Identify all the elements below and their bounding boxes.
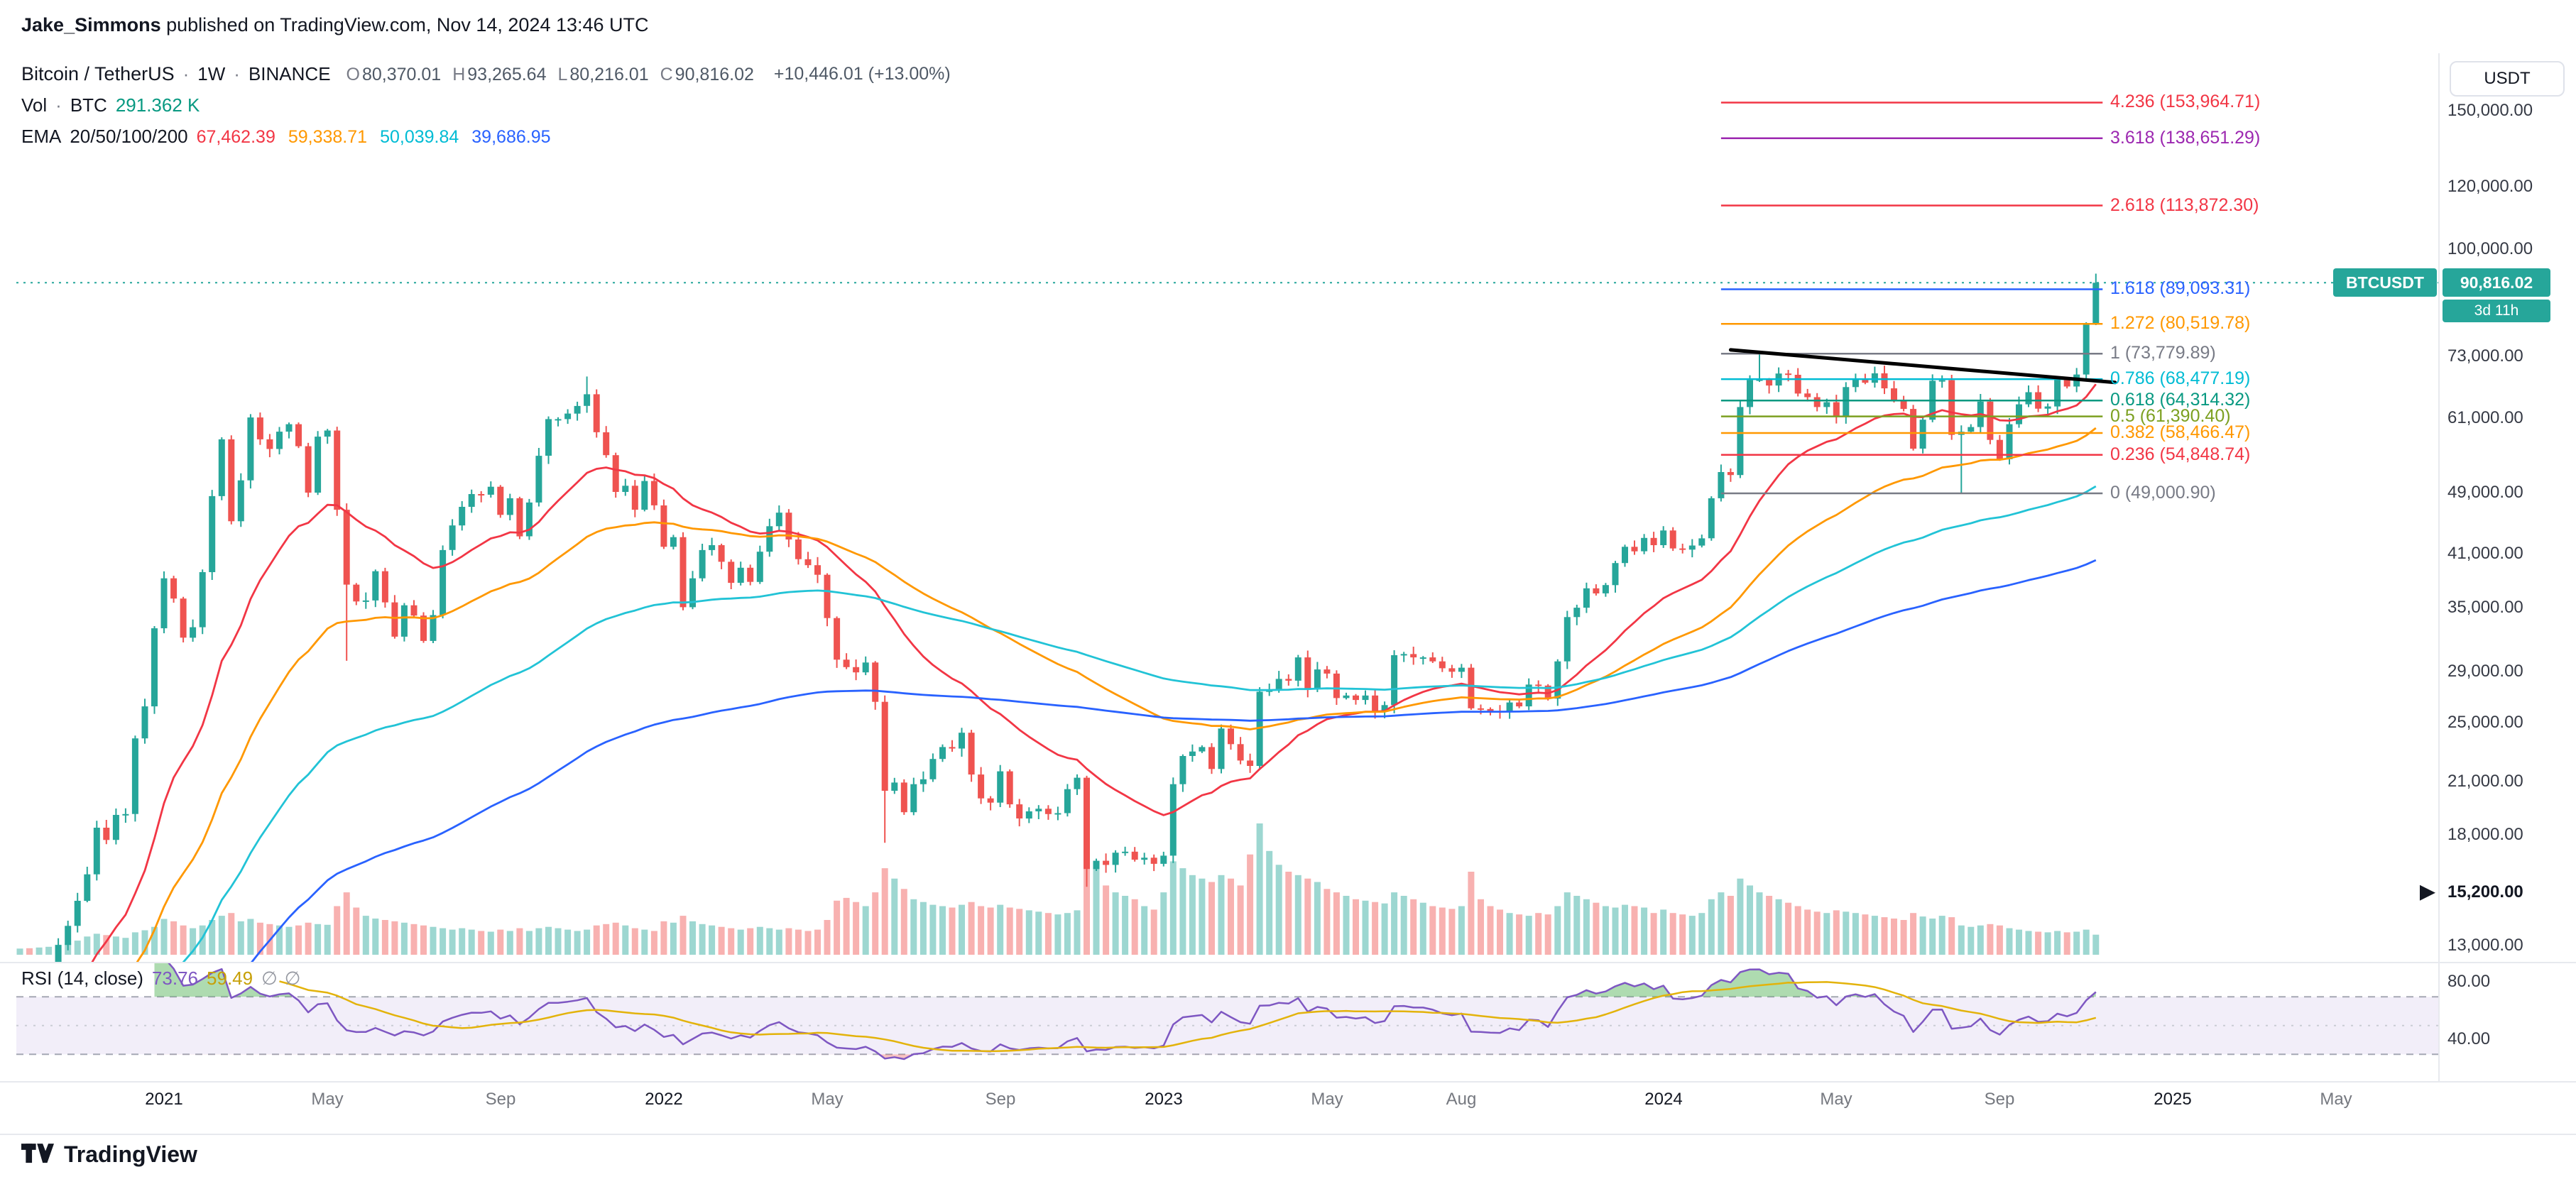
hidden-plot-icon: ∅ [284, 967, 301, 989]
volume-value: 291.362 K [115, 94, 200, 116]
rsi-label: RSI (14, close) [21, 967, 143, 989]
bar-countdown-badge: 3d 11h [2443, 300, 2550, 323]
ema-values: 67,462.39 59,338.71 50,039.84 39,686.95 [197, 126, 564, 148]
ema-periods: 20/50/100/200 [70, 125, 188, 147]
ohlc-pair: L 80,216.01 [557, 64, 649, 84]
time-axis-separator [0, 1081, 2576, 1083]
symbol-price-badge: BTCUSDT [2333, 268, 2437, 297]
publish-info: published on TradingView.com, Nov 14, 20… [160, 14, 649, 35]
rsi-legend: RSI (14, close) 73.76 59.49 ∅ ∅ [21, 964, 316, 992]
change-value: +10,446.01 (+13.00%) [773, 63, 951, 84]
volume-label: Vol [21, 94, 48, 116]
hidden-plot-icon: ∅ [261, 967, 278, 989]
pane-separator[interactable] [0, 962, 2576, 963]
last-price-badge: 90,816.02 [2443, 268, 2550, 297]
hidden-plot-icons: ∅ ∅ [261, 968, 307, 990]
tradingview-logo-icon [21, 1143, 54, 1163]
ema-label: EMA [21, 125, 62, 147]
separator-dot: · [182, 62, 190, 84]
ema-row: EMA 20/50/100/200 67,462.39 59,338.71 50,0… [21, 121, 959, 152]
symbol-row: Bitcoin / TetherUS · 1W · BINANCE O 80,37… [21, 58, 959, 89]
tradingview-logo-text: TradingView [64, 1141, 197, 1167]
rsi-row: RSI (14, close) 73.76 59.49 ∅ ∅ [21, 964, 316, 992]
ema-value: 39,686.95 [471, 126, 551, 147]
currency-toggle-button[interactable]: USDT [2450, 61, 2565, 97]
price-axis-separator [2438, 53, 2440, 1081]
author-name: Jake_Simmons [21, 14, 161, 35]
ema-value: 50,039.84 [380, 126, 459, 147]
separator-dot: · [55, 94, 62, 116]
rsi-value: 73.76 [151, 967, 199, 989]
ohlc-values: O 80,370.01 H 93,265.64 L 80,216.01 C 90,816.02 [346, 63, 765, 85]
volume-currency: BTC [70, 94, 107, 116]
interval-label[interactable]: 1W [197, 62, 226, 84]
exchange-label: BINANCE [248, 62, 331, 84]
publish-header: Jake_Simmons published on TradingView.co… [21, 14, 649, 36]
symbol-title[interactable]: Bitcoin / TetherUS [21, 62, 175, 84]
ema-value: 59,338.71 [288, 126, 368, 147]
chart-legend: Bitcoin / TetherUS · 1W · BINANCE O 80,37… [21, 58, 959, 152]
tradingview-footer[interactable]: TradingView [21, 1141, 197, 1168]
volume-row: Vol · BTC 291.362 K [21, 89, 959, 121]
rsi-ma-value: 59.49 [207, 967, 253, 989]
ohlc-pair: C 90,816.02 [660, 64, 754, 84]
ohlc-pair: H 93,265.64 [452, 64, 547, 84]
ema-value: 67,462.39 [196, 126, 275, 147]
ohlc-pair: O 80,370.01 [346, 64, 442, 84]
footer-separator [0, 1134, 2576, 1135]
separator-dot: · [234, 62, 240, 84]
